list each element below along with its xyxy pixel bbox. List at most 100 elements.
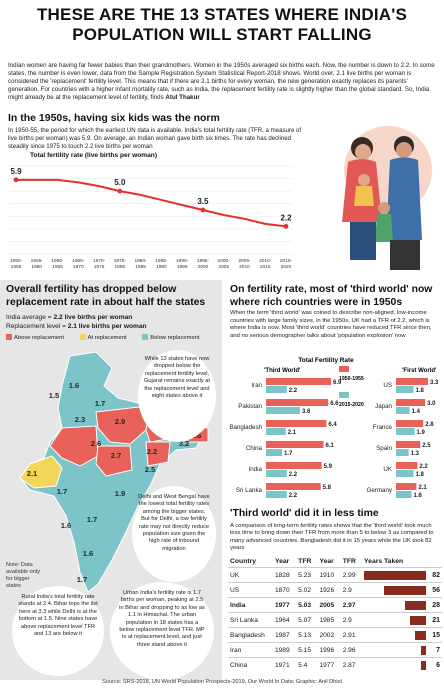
x-tick-label: 1950- <box>10 258 23 264</box>
map-value-label: 2.5 <box>145 465 156 474</box>
years-taken-value: 21 <box>432 616 440 624</box>
tfr-point <box>13 177 19 183</box>
table-cell: 1977 <box>317 657 341 673</box>
table-cell: 1870 <box>272 582 297 598</box>
x-tick-label: 1985- <box>155 258 168 264</box>
table-cell: 1985 <box>317 612 341 628</box>
bar-category-label: Iran <box>251 382 262 389</box>
bar-category-label: Spain <box>376 445 392 452</box>
bar-2015 <box>266 449 283 456</box>
years-taken-bar <box>420 645 426 655</box>
states-panel: Overall fertility has dropped below repl… <box>0 280 222 680</box>
intro-author: Atul Thakur <box>165 94 200 101</box>
bar-category-label: India <box>249 466 263 473</box>
bar-2015 <box>396 449 409 456</box>
headline: THESE ARE THE 13 STATES WHERE INDIA'S PO… <box>0 0 444 66</box>
bar-value-label: 6.4 <box>328 422 337 428</box>
india-average: India average = 2.2 live births per woma… <box>6 314 133 321</box>
bar-value-label: 2.5 <box>422 443 431 449</box>
third-world-subtitle: 'Third World' <box>264 368 301 374</box>
table-cell: 2.9 <box>340 582 362 598</box>
section1-description: In 1950-55, the period for which the ear… <box>8 127 302 150</box>
bar-value-label: 1.9 <box>416 430 425 436</box>
x-tick-label-end: 2010 <box>239 264 250 270</box>
bubble-states-count: While 13 states have now dropped below t… <box>138 350 216 442</box>
state-jharkhand <box>145 441 171 467</box>
years-taken-bar <box>364 570 426 580</box>
table-row: US 1870 5.02 1926 2.9 56 <box>228 582 442 598</box>
world-panel: On fertility rate, most of 'third world'… <box>226 280 444 680</box>
x-tick-label-end: 1965 <box>52 264 63 270</box>
bar-category-label: Germany <box>367 487 393 494</box>
bar-value-label: 1.8 <box>415 472 424 478</box>
legend-at: At replacement <box>79 334 127 341</box>
map-value-label: 1.7 <box>87 515 98 524</box>
table-cell: 5.03 <box>296 597 318 613</box>
table-cell: 2.99 <box>340 567 362 583</box>
x-tick-label: 2010- <box>259 258 272 264</box>
th-year-2: Year <box>319 558 334 565</box>
years-taken-bar <box>404 600 426 610</box>
table-cell: 2005 <box>317 597 341 613</box>
map-legend: Above replacement At replacement Below r… <box>6 334 220 341</box>
legend-1950-label: 1950-1955 <box>339 376 364 382</box>
map-value-label: 2.9 <box>115 417 126 426</box>
x-tick-label-end: 1960 <box>31 264 42 270</box>
map-value-label: 1.9 <box>115 489 126 498</box>
bar-value-label: 2.8 <box>425 422 434 428</box>
bar-value-label: 3.6 <box>302 409 311 415</box>
intro-paragraph: Indian women are having far fewer babies… <box>8 62 436 102</box>
x-tick-label-end: 2000 <box>198 264 209 270</box>
x-tick-label: 2005- <box>238 258 251 264</box>
table-cell: 1910 <box>317 567 341 583</box>
x-tick-label-end: 1990 <box>156 264 167 270</box>
map-value-label: 1.6 <box>83 549 94 558</box>
years-taken-cell: 56 <box>362 582 442 598</box>
x-tick-label: 1965- <box>72 258 85 264</box>
x-tick-label: 1960- <box>51 258 64 264</box>
map-value-labels: 1.6 1.5 1.7 2.3 2.9 3.2 2.6 1.6 2.1 2.7 1.7 2.2 2.5 1… <box>27 381 202 584</box>
x-tick-label-end: 2015 <box>260 264 271 270</box>
state-madhya-pradesh <box>95 445 133 477</box>
bar-1950 <box>396 420 424 427</box>
map-note: Note: Data available only for bigger sta… <box>6 562 40 589</box>
state-uttar-pradesh <box>95 405 151 445</box>
years-taken-cell: 21 <box>362 612 442 628</box>
child-body <box>375 214 393 242</box>
bar-category-label: France <box>373 424 393 431</box>
bar-value-label: 5.8 <box>323 485 332 491</box>
bar-value-label: 3.3 <box>430 380 439 386</box>
table-cell: Sri Lanka <box>228 612 273 628</box>
bar-1950 <box>396 441 421 448</box>
years-taken-value: 56 <box>432 586 440 594</box>
years-taken-bar <box>410 615 426 625</box>
first-world-subtitle: 'First World' <box>402 368 437 374</box>
bar-1950 <box>266 399 329 406</box>
table-row: China 1971 5.4 1977 2.87 6 <box>228 657 442 673</box>
bar-category-label: Japan <box>375 403 392 410</box>
map-value-label: 2.7 <box>111 451 122 460</box>
father-head <box>396 142 412 158</box>
bar-value-label: 1.7 <box>284 451 293 457</box>
bar-1950 <box>396 399 426 406</box>
bar-2015 <box>396 491 412 498</box>
bar-value-label: 2.2 <box>289 472 298 478</box>
tfr-series-line <box>16 178 287 228</box>
bar-value-label: 2.2 <box>289 493 298 499</box>
mother-head <box>355 144 371 160</box>
x-tick-label: 2000- <box>218 258 231 264</box>
years-table-wrap: Country Year TFR Year TFR Years Taken UK… <box>228 556 442 673</box>
bar-1950 <box>266 378 332 385</box>
map-value-label: 3.2 <box>179 439 190 448</box>
bar-2015 <box>266 386 287 393</box>
world-panel-desc: When the term 'third world' was coined t… <box>230 310 432 339</box>
headline-line-2: POPULATION WILL START FALLING <box>72 25 372 44</box>
bar-1950 <box>266 420 327 427</box>
legend-2015-label: 2015-2020 <box>339 402 364 408</box>
bar-value-label: 6.9 <box>333 380 342 386</box>
bar-value-label: 6.1 <box>326 443 335 449</box>
years-taken-value: 7 <box>436 646 440 654</box>
legend-below: Below replacement <box>142 334 200 341</box>
legend-above: Above replacement <box>6 334 64 341</box>
section1-title: In the 1950s, having six kids was the no… <box>8 112 220 124</box>
